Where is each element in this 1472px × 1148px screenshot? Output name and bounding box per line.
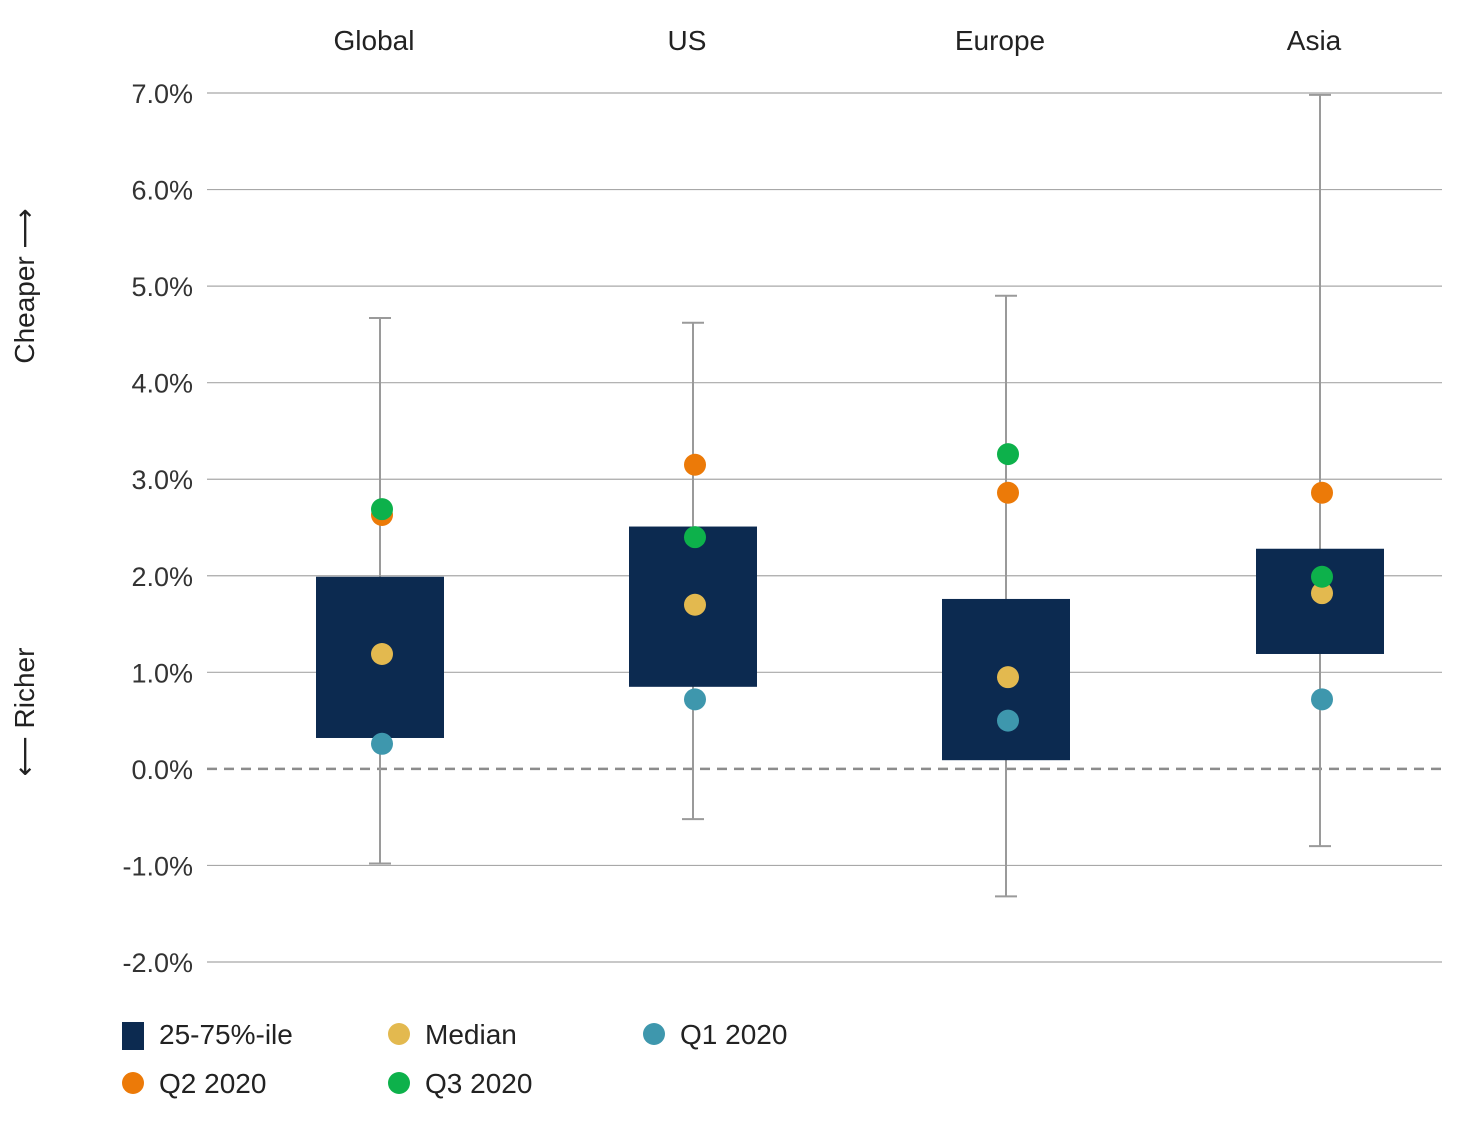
point-q2-2020 xyxy=(684,453,706,476)
point-q3-2020 xyxy=(684,526,706,549)
point-median xyxy=(684,593,706,616)
legend-label: Q1 2020 xyxy=(680,1019,787,1050)
point-q3-2020 xyxy=(997,443,1019,466)
legend-swatch-box xyxy=(122,1022,144,1050)
legend-swatch-circle xyxy=(388,1023,410,1045)
category-label: Global xyxy=(334,25,415,56)
category-label: Asia xyxy=(1287,25,1342,56)
legend: 25-75%-ile Median Q1 2020 Q2 2020 Q3 2020 xyxy=(122,1019,787,1099)
point-q2-2020 xyxy=(997,481,1019,504)
y-axis-tick-labels: 7.0% 6.0% 5.0% 4.0% 3.0% 2.0% 1.0% 0.0% -1.0% -2.… xyxy=(122,79,193,978)
legend-label: Median xyxy=(425,1019,517,1050)
legend-swatch-circle xyxy=(122,1072,144,1094)
y-tick-label: -1.0% xyxy=(122,851,193,881)
whiskers xyxy=(369,93,1331,898)
boxes xyxy=(316,526,1384,761)
y-tick-label: 2.0% xyxy=(131,562,193,592)
y-tick-label: 6.0% xyxy=(131,176,193,206)
legend-label: Q2 2020 xyxy=(159,1068,266,1099)
grid-lines xyxy=(207,92,1442,963)
legend-label: Q3 2020 xyxy=(425,1068,532,1099)
point-q2-2020 xyxy=(1311,481,1333,504)
y-tick-label: 5.0% xyxy=(131,272,193,302)
point-q1-2020 xyxy=(997,709,1019,732)
category-labels: Global US Europe Asia xyxy=(334,25,1342,56)
y-tick-label: 0.0% xyxy=(131,755,193,785)
point-median xyxy=(1311,582,1333,605)
point-q3-2020 xyxy=(371,498,393,521)
point-q1-2020 xyxy=(371,732,393,755)
y-tick-label: 4.0% xyxy=(131,369,193,399)
legend-swatch-circle xyxy=(643,1023,665,1045)
series-points xyxy=(371,443,1333,755)
y-label-cheaper: Cheaper ⟶ xyxy=(9,208,40,363)
legend-swatch-circle xyxy=(388,1072,410,1094)
point-q3-2020 xyxy=(1311,565,1333,588)
point-q1-2020 xyxy=(684,688,706,711)
point-median xyxy=(371,642,393,665)
point-median xyxy=(997,666,1019,689)
y-tick-label: -2.0% xyxy=(122,948,193,978)
y-tick-label: 7.0% xyxy=(131,79,193,109)
y-label-richer: ⟵ Richer xyxy=(9,648,40,777)
point-q1-2020 xyxy=(1311,688,1333,711)
y-tick-label: 3.0% xyxy=(131,465,193,495)
y-tick-label: 1.0% xyxy=(131,658,193,688)
legend-label: 25-75%-ile xyxy=(159,1019,293,1050)
category-label: Europe xyxy=(955,25,1045,56)
category-label: US xyxy=(668,25,707,56)
